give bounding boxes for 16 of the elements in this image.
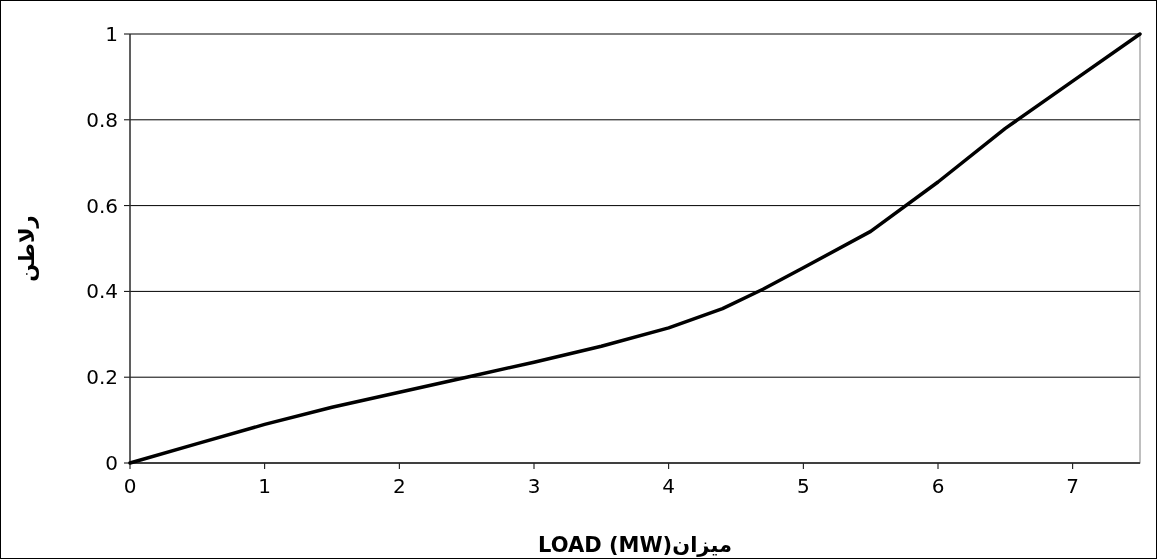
y-tick-label: 0.6 xyxy=(86,193,118,218)
x-tick-label: 4 xyxy=(662,474,676,498)
x-tick-label: 5 xyxy=(796,474,810,498)
x-tick-label: 6 xyxy=(931,474,945,498)
y-tick-label: 0.8 xyxy=(86,107,118,132)
y-tick-label: 0.2 xyxy=(86,365,118,390)
x-axis-title: LOAD (MW)میزان xyxy=(538,533,732,557)
x-tick-label: 3 xyxy=(527,474,541,498)
y-tick-label: 1 xyxy=(105,22,118,46)
x-tick-label: 7 xyxy=(1066,474,1080,498)
y-axis-title: رلاطن xyxy=(15,215,39,282)
y-tick-label: 0 xyxy=(105,451,118,475)
y-tick-label: 0.4 xyxy=(86,279,118,304)
x-tick-label: 2 xyxy=(392,474,406,498)
x-tick-label: 1 xyxy=(258,474,272,498)
x-tick-label: 0 xyxy=(123,474,137,498)
